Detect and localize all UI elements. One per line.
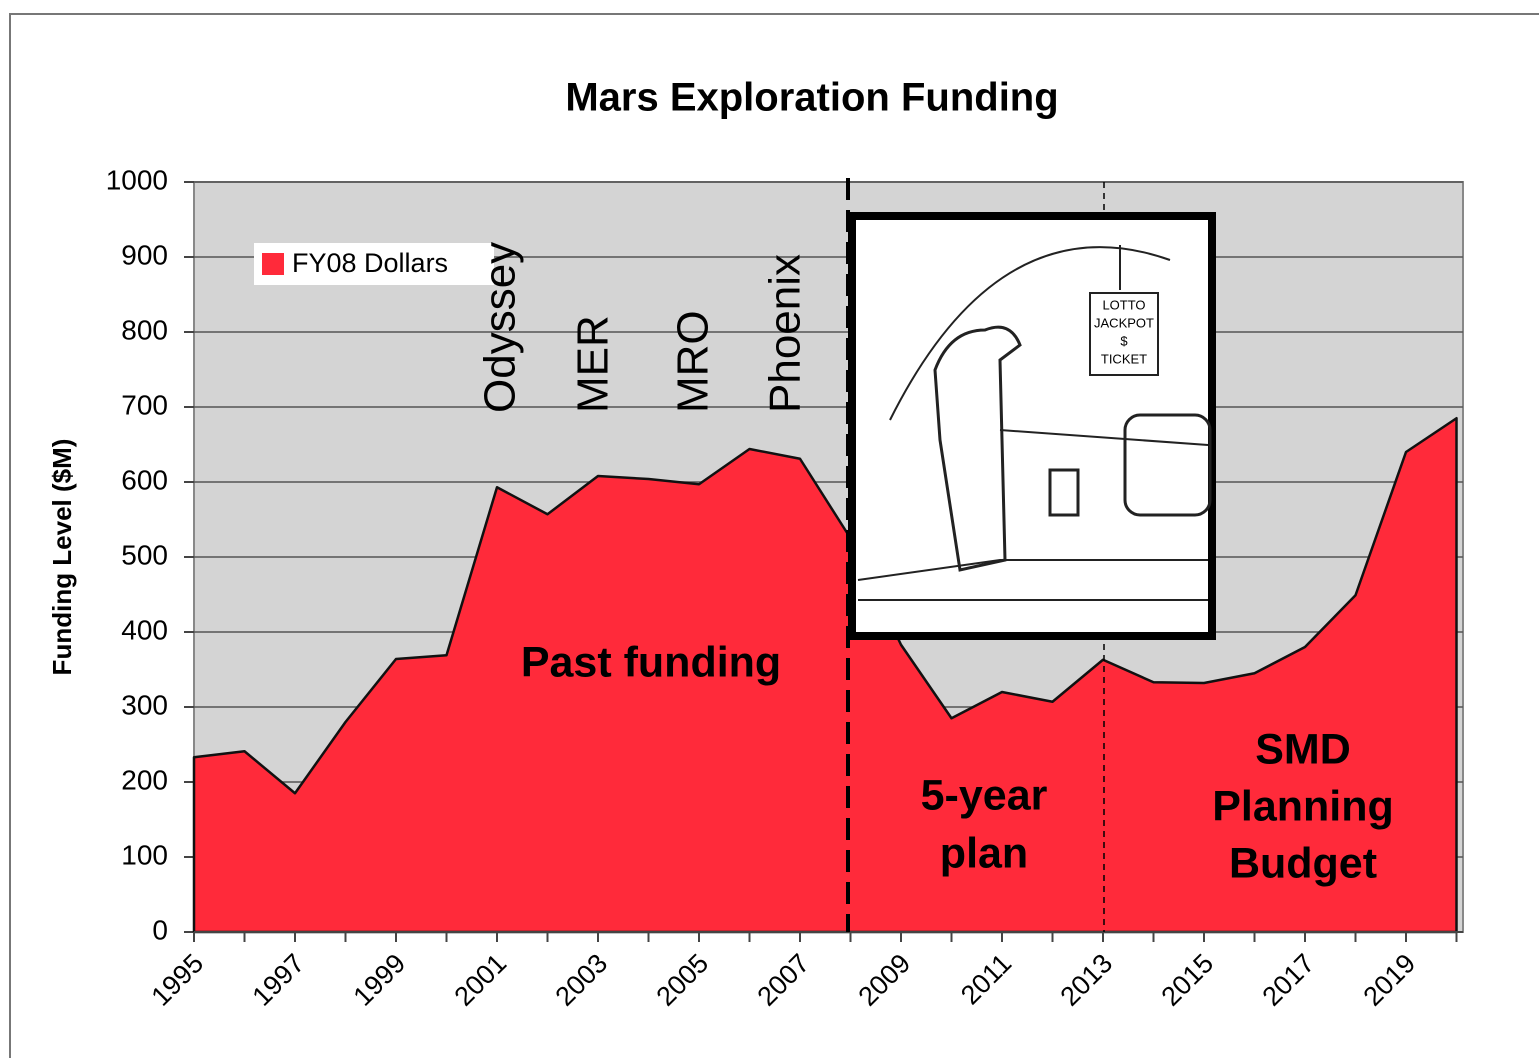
period-label: SMD — [1255, 725, 1351, 773]
y-tick-label: 600 — [121, 464, 168, 495]
cartoon-sign-text: $ — [1120, 333, 1128, 348]
cartoon-car — [1123, 413, 1212, 517]
x-tick-label: 2001 — [449, 948, 513, 1012]
x-tick-label: 2005 — [651, 948, 715, 1012]
x-tick-label: 1995 — [146, 948, 210, 1012]
mission-label: Phoenix — [761, 254, 810, 413]
x-tick-label: 2003 — [550, 948, 614, 1012]
cartoon-sign-text: JACKPOT — [1094, 315, 1154, 330]
x-tick-label: 2017 — [1257, 948, 1321, 1012]
period-label: Budget — [1229, 839, 1377, 887]
cartoon-frame — [848, 212, 1216, 640]
y-tick-label: 500 — [121, 539, 168, 570]
cartoon-sign — [1089, 292, 1159, 376]
legend-swatch — [262, 253, 284, 275]
y-axis-label: Funding Level ($M) — [47, 439, 77, 676]
cartoon-sign-text: TICKET — [1101, 351, 1147, 366]
x-tick-label: 2009 — [853, 948, 917, 1012]
y-tick-label: 700 — [121, 389, 168, 420]
legend-box — [254, 243, 494, 285]
x-tick-label: 2011 — [955, 948, 1017, 1010]
y-tick-label: 400 — [121, 614, 168, 645]
x-tick-label: 2007 — [752, 948, 816, 1012]
legend-label: FY08 Dollars — [292, 248, 448, 278]
x-tick-label: 2015 — [1156, 948, 1220, 1012]
y-tick-label: 0 — [152, 914, 168, 945]
mission-label: Odyssey — [476, 242, 525, 413]
cartoon-sign-text: LOTTO — [1102, 297, 1145, 312]
cartoon-hydrant — [1048, 468, 1080, 517]
cartoon-man — [933, 325, 1022, 572]
period-label: 5-year — [921, 771, 1048, 819]
period-label: plan — [940, 829, 1028, 877]
x-tick-label: 1997 — [247, 948, 311, 1012]
period-label: Past funding — [521, 638, 781, 686]
chart-title: Mars Exploration Funding — [565, 76, 1058, 120]
mission-label: MER — [569, 315, 618, 413]
y-tick-label: 100 — [121, 839, 168, 870]
x-tick-label: 2013 — [1055, 948, 1119, 1012]
y-tick-label: 1000 — [106, 164, 168, 195]
y-tick-label: 800 — [121, 314, 168, 345]
y-tick-label: 200 — [121, 764, 168, 795]
x-tick-label: 1999 — [348, 948, 412, 1012]
mission-label: MRO — [669, 310, 718, 413]
x-tick-label: 2019 — [1358, 948, 1422, 1012]
slide-frame — [9, 13, 1539, 1058]
period-label: Planning — [1212, 782, 1394, 830]
y-tick-label: 300 — [121, 689, 168, 720]
legend: FY08 Dollars — [254, 243, 494, 285]
y-tick-label: 900 — [121, 239, 168, 270]
cartoon: LOTTO JACKPOT $ TICKET — [848, 212, 1216, 640]
